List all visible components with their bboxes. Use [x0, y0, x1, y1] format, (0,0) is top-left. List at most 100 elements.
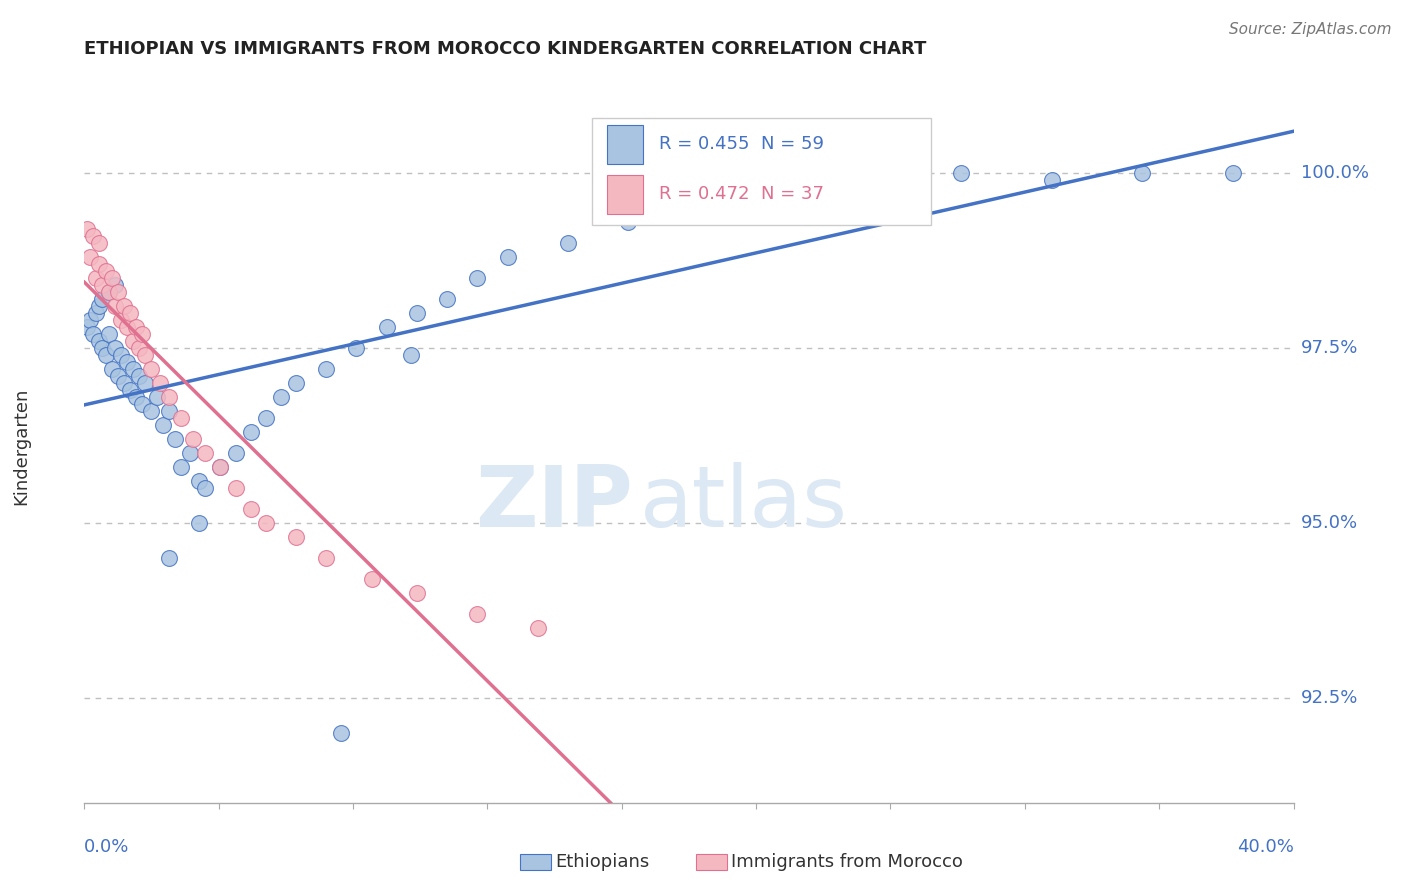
Text: 92.5%: 92.5% — [1301, 689, 1358, 706]
Point — [188, 474, 211, 488]
Point — [225, 446, 247, 460]
Point — [496, 250, 519, 264]
Point — [284, 376, 308, 390]
Point — [91, 292, 114, 306]
Point — [436, 292, 458, 306]
Point — [79, 250, 101, 264]
Point — [284, 530, 308, 544]
Point — [188, 516, 211, 530]
Point — [89, 257, 111, 271]
Point — [121, 362, 143, 376]
Point — [157, 390, 180, 404]
Point — [179, 446, 201, 460]
Point — [146, 390, 169, 404]
Text: R = 0.472  N = 37: R = 0.472 N = 37 — [658, 186, 824, 203]
Point — [79, 313, 101, 327]
Point — [107, 285, 129, 299]
Point — [94, 264, 117, 278]
Text: Source: ZipAtlas.com: Source: ZipAtlas.com — [1229, 22, 1392, 37]
Point — [149, 376, 172, 390]
Point — [239, 425, 262, 439]
Point — [406, 306, 429, 320]
Point — [89, 299, 111, 313]
Point — [125, 320, 148, 334]
Point — [94, 348, 117, 362]
Text: Kindergarten: Kindergarten — [13, 387, 30, 505]
Text: ZIP: ZIP — [475, 461, 633, 545]
Point — [467, 607, 489, 621]
Point — [86, 306, 108, 320]
Point — [859, 166, 882, 180]
Text: 97.5%: 97.5% — [1301, 339, 1358, 357]
Point — [97, 327, 120, 342]
Point — [134, 348, 156, 362]
Point — [89, 334, 111, 348]
Point — [194, 481, 217, 495]
Point — [1040, 173, 1063, 187]
Point — [104, 278, 127, 293]
Point — [157, 550, 180, 565]
Point — [194, 446, 217, 460]
Point — [152, 417, 174, 432]
Point — [1130, 166, 1153, 180]
Point — [128, 369, 150, 384]
Point — [104, 299, 127, 313]
Point — [254, 516, 277, 530]
Point — [526, 621, 548, 635]
Text: atlas: atlas — [640, 461, 848, 545]
Point — [139, 362, 162, 376]
Point — [769, 180, 792, 194]
Point — [406, 586, 429, 600]
Point — [139, 404, 162, 418]
Point — [950, 166, 973, 180]
Point — [107, 369, 129, 384]
Point — [134, 376, 156, 390]
Point — [315, 550, 337, 565]
Point — [315, 362, 337, 376]
Point — [209, 460, 232, 475]
Point — [270, 390, 292, 404]
Point — [97, 285, 120, 299]
Point — [360, 572, 382, 586]
Point — [125, 390, 148, 404]
Point — [157, 404, 180, 418]
Point — [346, 341, 368, 355]
Point — [209, 460, 232, 475]
Point — [467, 271, 489, 285]
Text: Immigrants from Morocco: Immigrants from Morocco — [731, 853, 963, 871]
Point — [91, 341, 114, 355]
Point — [1222, 166, 1244, 180]
Point — [375, 320, 398, 334]
Point — [100, 271, 122, 285]
Text: 100.0%: 100.0% — [1301, 164, 1368, 182]
Point — [112, 299, 135, 313]
Point — [131, 397, 153, 411]
Point — [399, 348, 422, 362]
Point — [104, 341, 127, 355]
Point — [110, 313, 132, 327]
Point — [76, 320, 98, 334]
Text: R = 0.455  N = 59: R = 0.455 N = 59 — [658, 136, 824, 153]
Text: 0.0%: 0.0% — [84, 838, 129, 856]
Point — [100, 362, 122, 376]
Point — [91, 278, 114, 293]
Point — [118, 306, 141, 320]
Point — [617, 215, 640, 229]
Point — [76, 222, 98, 236]
Point — [557, 236, 579, 251]
Point — [170, 411, 193, 425]
Point — [225, 481, 247, 495]
Bar — [607, 125, 643, 164]
FancyBboxPatch shape — [592, 118, 931, 225]
Point — [128, 341, 150, 355]
Text: Ethiopians: Ethiopians — [555, 853, 650, 871]
Point — [82, 327, 104, 342]
Point — [112, 376, 135, 390]
Text: 95.0%: 95.0% — [1301, 514, 1358, 532]
Point — [118, 383, 141, 397]
Point — [181, 432, 204, 446]
Point — [170, 460, 193, 475]
Point — [110, 348, 132, 362]
Point — [678, 194, 700, 208]
Point — [131, 327, 153, 342]
